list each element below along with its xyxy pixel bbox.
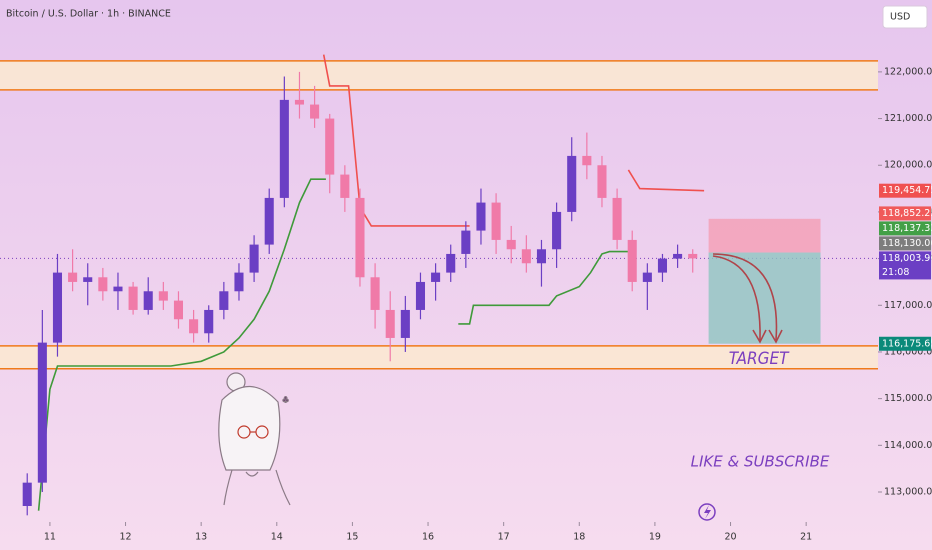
y-tick-label: 121,000.00 [884,113,932,124]
candle-body [642,272,652,282]
candle-body [189,319,199,334]
arrows [712,253,783,344]
price-label: 116,175.65 [882,338,932,349]
candle-body [294,99,305,105]
x-tick-label: 19 [649,532,661,543]
x-tick-label: 14 [271,532,283,543]
doodle: ♣ [282,396,289,405]
price-label: 118,130.06 [882,238,932,249]
x-tick-label: 17 [498,532,510,543]
x-tick-label: 18 [573,532,585,543]
candle-body [37,342,47,483]
candle-body [506,239,516,250]
x-tick-label: 12 [119,532,131,543]
candle-body [204,309,214,334]
y-tick-label: 116,000.00 [884,346,932,357]
x-tick-label: 13 [195,532,207,543]
annotation: TARGET [729,349,790,369]
candle-body [446,253,456,273]
price-label-box [879,251,931,280]
price-label-box [879,221,931,236]
candle-body [657,258,668,273]
y-tick-label: 115,000.00 [884,393,932,404]
candle-body [264,197,274,245]
candle-body [567,155,577,212]
candle-body [552,211,562,250]
y-tick-label: 113,000.00 [884,486,932,497]
candle-body [219,291,229,310]
trend-line [322,54,705,227]
candle-body [143,291,153,310]
candle-body [279,99,289,198]
candle-body [310,104,320,119]
stop-zone [708,218,821,253]
zone [0,345,878,369]
candle-body [234,272,244,292]
candle-body [173,300,184,320]
candle-body [249,244,259,273]
candle-body [325,118,335,175]
target-zone [708,252,821,344]
illustration: ♣ [218,372,291,506]
x-tick-label: 16 [422,532,434,543]
candle-body [536,249,547,264]
candle-body [476,202,486,231]
candle-body [83,277,93,282]
candle-body [415,281,426,310]
x-tick-label: 21 [800,532,812,543]
annotation: LIKE & SUBSCRIBE [691,453,830,471]
price-label-box [879,336,931,351]
price-label: 118,137.32 [882,223,932,234]
price-label: 118,003.96 [882,253,932,264]
candle-body [461,230,471,254]
price-label: 118,852.25 [882,208,932,219]
candle-body [113,286,123,292]
candle-body [400,309,410,338]
candle-body [340,174,350,198]
candle-body [582,155,592,166]
y-tick-label: 117,000.00 [884,300,932,311]
chart-title: Bitcoin / U.S. Dollar · 1h · BINANCE [6,9,171,20]
candle-body [385,309,395,338]
candle-body [597,165,607,198]
candle-body [158,291,168,301]
candle-body [98,277,108,292]
currency-button[interactable] [882,5,928,29]
y-tick-label: 114,000.00 [884,440,932,451]
x-tick-label: 15 [346,532,358,543]
candle-body [22,482,32,506]
price-label-box [879,236,931,251]
y-tick-label: 120,000.00 [884,160,932,171]
candle-body [52,272,63,343]
candle-body [627,239,637,282]
candle-body [612,197,622,240]
countdown: 21:08 [882,267,909,278]
candle-body [491,202,501,240]
candle-body [521,249,531,264]
candle-body [68,272,78,282]
candle-body [673,253,683,259]
price-label: 119,454.75 [882,185,932,196]
price-label-box [879,183,931,198]
candle-body [431,272,441,282]
candle-body [688,253,698,259]
price-label-box [879,206,931,221]
candle-body [370,277,380,310]
lightning-icon[interactable] [698,503,716,521]
x-tick-label: 20 [724,532,736,543]
zone [0,60,878,90]
trend-line [37,178,629,511]
currency-label[interactable]: USD [890,12,910,23]
candle-body [355,197,365,278]
candle-body [128,286,138,310]
x-tick-label: 11 [44,532,56,543]
y-tick-label: 122,000.00 [884,66,932,77]
